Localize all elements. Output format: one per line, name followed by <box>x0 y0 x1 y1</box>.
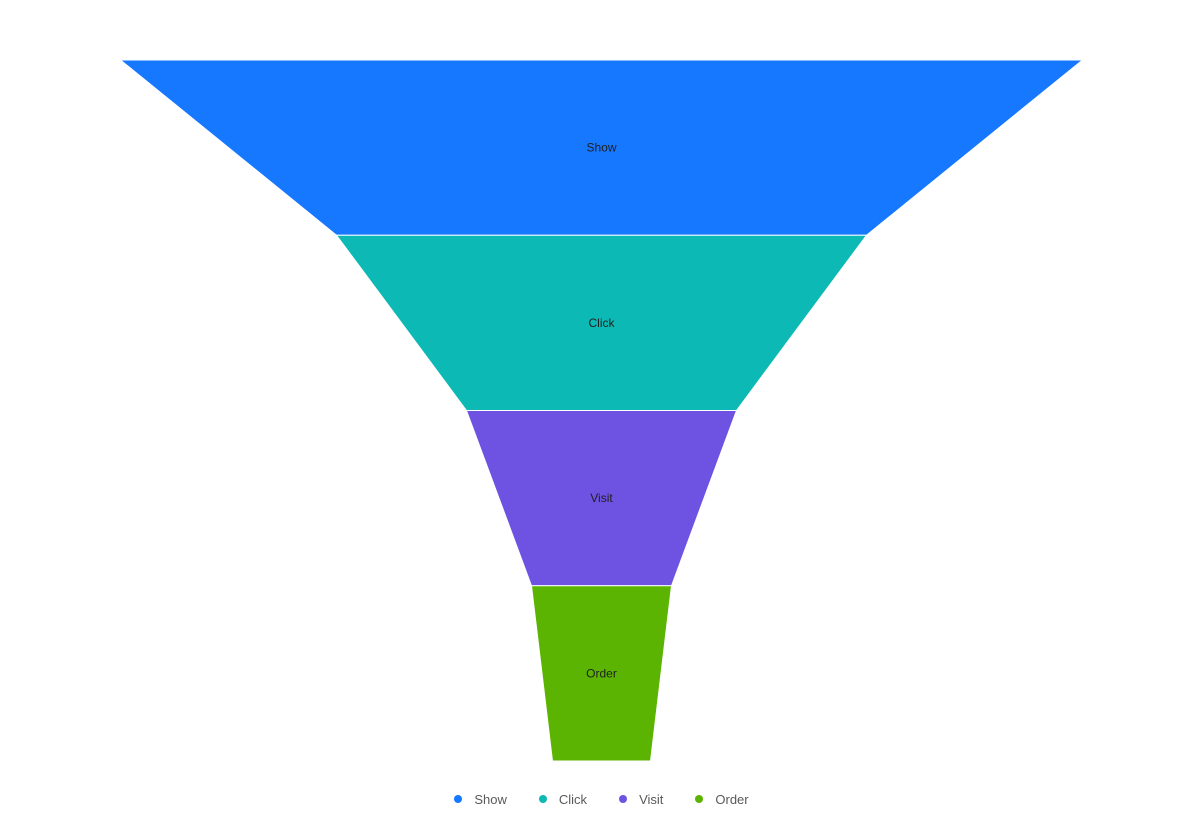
funnel-stage-label-show: Show <box>586 141 616 155</box>
chart-legend: Show Click Visit Order <box>0 788 1203 810</box>
legend-item-show[interactable]: Show <box>454 792 507 807</box>
funnel-stage-order[interactable] <box>530 585 673 762</box>
legend-marker-show <box>454 795 463 803</box>
legend-label-show: Show <box>474 791 507 807</box>
legend-marker-click <box>538 795 547 803</box>
legend-label-order: Order <box>715 791 749 807</box>
legend-label-visit: Visit <box>639 791 664 807</box>
legend-item-visit[interactable]: Visit <box>619 792 663 807</box>
funnel-stage-label-visit: Visit <box>590 491 613 505</box>
funnel-plot-area: Show Click Visit Order <box>119 59 1084 762</box>
legend-label-click: Click <box>558 791 588 807</box>
legend-item-order[interactable]: Order <box>695 791 749 807</box>
legend-marker-order <box>695 795 704 803</box>
legend-item-click[interactable]: Click <box>538 791 588 807</box>
funnel-stage-label-order: Order <box>586 666 617 680</box>
funnel-stage-label-click: Click <box>589 316 616 330</box>
legend-marker-visit <box>619 795 628 803</box>
